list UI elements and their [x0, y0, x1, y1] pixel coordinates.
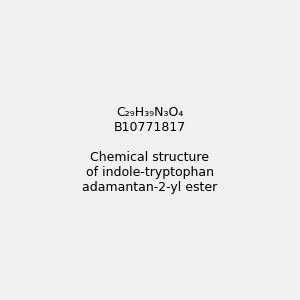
Text: C₂₉H₃₉N₃O₄
B10771817

Chemical structure
of indole-tryptophan
adamantan-2-yl est: C₂₉H₃₉N₃O₄ B10771817 Chemical structure … [82, 106, 218, 194]
